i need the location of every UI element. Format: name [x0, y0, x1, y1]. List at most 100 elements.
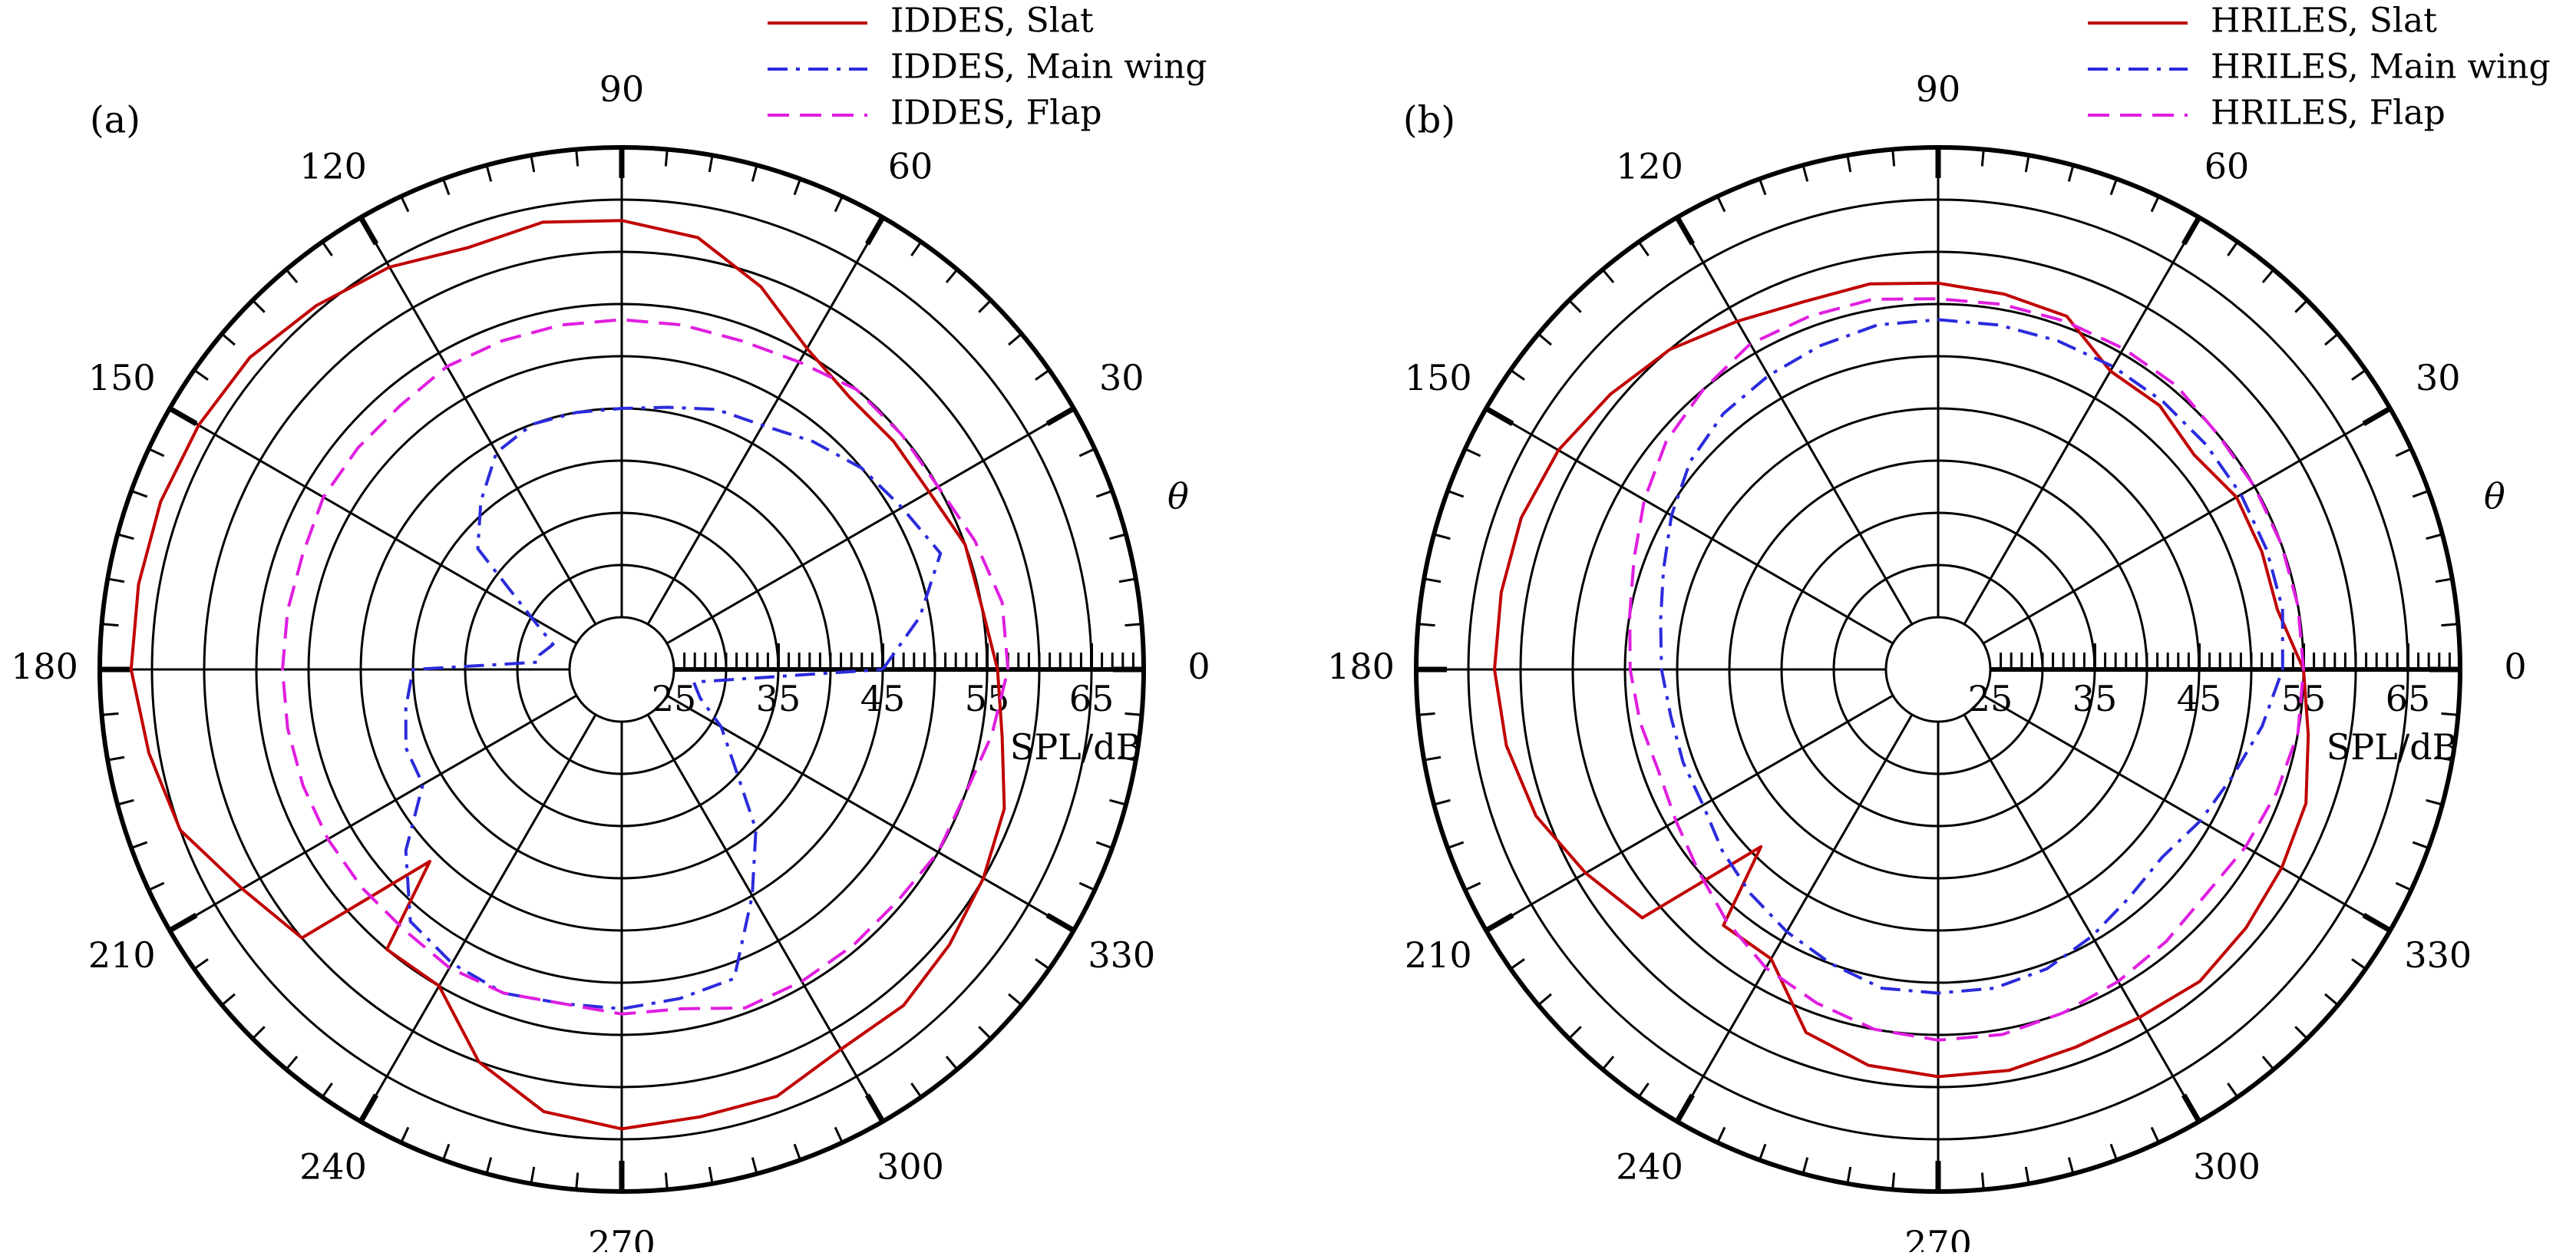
angle-tick-mark — [2412, 490, 2429, 498]
angle-tick-mark — [664, 1172, 669, 1190]
angle-tick-mark — [575, 1172, 580, 1190]
angle-tick-mark — [978, 299, 992, 313]
angle-tick-mark — [193, 958, 209, 970]
radial-tick-label: 25 — [652, 678, 697, 719]
angle-tick-mark — [1045, 405, 1075, 427]
angle-tick-mark — [2261, 269, 2275, 283]
angle-tick-mark — [945, 1056, 959, 1070]
angle-tick-label: 150 — [1405, 357, 1472, 398]
angle-tick-mark — [2294, 1026, 2308, 1040]
angle-tick-mark — [193, 369, 209, 381]
angle-tick-mark — [1510, 369, 1525, 381]
angle-tick-mark — [1125, 712, 1142, 716]
angle-tick-mark — [1537, 332, 1552, 346]
angle-tick-label: 60 — [2204, 146, 2250, 187]
angle-tick-mark — [1125, 623, 1142, 627]
angle-tick-mark — [2150, 1126, 2160, 1143]
radial-tick-label: 65 — [1069, 678, 1115, 719]
angle-tick-label: 30 — [1099, 357, 1144, 398]
angle-tick-mark — [834, 196, 844, 213]
angle-tick-mark — [2227, 241, 2239, 256]
angle-tick-mark — [285, 269, 299, 283]
angle-tick-mark — [2227, 1082, 2239, 1098]
grid-spoke — [359, 216, 597, 625]
angle-tick-mark — [1601, 269, 1615, 283]
angle-tick-mark — [1465, 881, 1481, 891]
angle-tick-mark — [910, 241, 923, 256]
angle-tick-mark — [978, 1026, 992, 1040]
angle-tick-mark — [130, 841, 148, 849]
grid-spoke — [169, 407, 577, 645]
angle-tick-mark — [2362, 912, 2392, 934]
angle-tick-mark — [1447, 490, 1465, 498]
angle-tick-label: 120 — [1616, 146, 1683, 187]
grid-spoke — [1983, 407, 2391, 645]
grid-spoke — [1485, 694, 1894, 932]
angle-tick-mark — [1716, 196, 1726, 213]
angle-tick-mark — [358, 216, 379, 246]
angle-tick-mark — [321, 1082, 333, 1098]
angle-tick-label: 30 — [2416, 357, 2461, 398]
radial-tick-label: 25 — [1968, 678, 2013, 719]
angle-tick-mark — [2412, 841, 2429, 849]
series-line-slat — [129, 219, 1006, 1131]
angle-tick-mark — [793, 1143, 801, 1161]
grid-spoke — [666, 694, 1075, 932]
angle-tick-mark — [2426, 533, 2443, 540]
angle-tick-mark — [321, 241, 333, 256]
angle-tick-mark — [1980, 149, 1985, 167]
angle-tick-mark — [910, 1082, 923, 1098]
angle-tick-mark — [2362, 405, 2392, 427]
angle-tick-mark — [1078, 448, 1095, 458]
angle-tick-label: 300 — [877, 1145, 944, 1187]
angle-tick-label: 300 — [2193, 1145, 2261, 1187]
angle-tick-mark — [2067, 164, 2075, 182]
series-line-flap — [281, 318, 1010, 1016]
angle-tick-mark — [1418, 712, 1435, 716]
angle-tick-mark — [1637, 1082, 1650, 1098]
angle-tick-mark — [485, 164, 493, 182]
angle-tick-mark — [1118, 577, 1136, 583]
grid-spoke — [1676, 714, 1914, 1122]
angle-tick-label: 0 — [1187, 646, 1210, 687]
angle-tick-mark — [1568, 299, 1582, 313]
angle-tick-mark — [1510, 958, 1525, 970]
angle-tick-mark — [285, 1056, 299, 1070]
angle-tick-mark — [148, 881, 165, 891]
angle-tick-mark — [945, 269, 959, 283]
angle-tick-mark — [1802, 164, 1809, 182]
angle-tick-mark — [221, 332, 236, 346]
legend-entry-flap: IDDES, Flap — [890, 94, 1102, 133]
angle-tick-mark — [2324, 332, 2339, 346]
angle-tick-mark — [168, 912, 198, 934]
angle-tick-mark — [442, 178, 451, 196]
angle-tick-label: 210 — [88, 934, 156, 976]
angle-tick-label: 330 — [1088, 934, 1155, 976]
angle-tick-mark — [252, 299, 266, 313]
angle-tick-mark — [1485, 405, 1514, 427]
angle-tick-mark — [2067, 1157, 2075, 1175]
angle-tick-mark — [530, 155, 536, 173]
angle-tick-label: 90 — [1916, 68, 1961, 110]
angle-tick-mark — [2294, 299, 2308, 313]
angle-tick-mark — [168, 405, 198, 427]
angle-tick-mark — [2426, 798, 2443, 806]
angle-tick-mark — [1759, 178, 1767, 196]
angle-tick-mark — [1109, 533, 1127, 540]
angle-tick-label: 180 — [1327, 646, 1395, 687]
legend-entry-flap: HRILES, Flap — [2211, 94, 2446, 133]
angle-tick-mark — [1674, 216, 1696, 246]
angle-tick-mark — [1537, 993, 1552, 1006]
angle-tick-label: 330 — [2404, 934, 2472, 976]
angle-tick-mark — [442, 1143, 451, 1161]
angle-tick-mark — [1078, 881, 1095, 891]
legend-entry-main: HRILES, Main wing — [2211, 48, 2551, 87]
angle-tick-mark — [2024, 155, 2030, 173]
angle-tick-mark — [400, 1126, 410, 1143]
angle-tick-mark — [1118, 755, 1136, 762]
angle-tick-mark — [2351, 369, 2366, 381]
angle-tick-mark — [1637, 241, 1650, 256]
angle-tick-mark — [107, 755, 125, 762]
angle-tick-mark — [2181, 216, 2202, 246]
